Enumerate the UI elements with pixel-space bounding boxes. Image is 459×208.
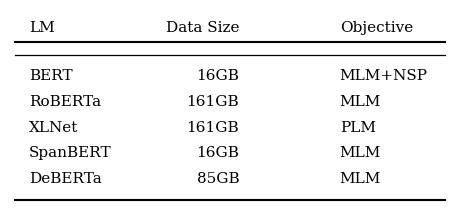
Text: SpanBERT: SpanBERT (29, 146, 111, 160)
Text: PLM: PLM (339, 121, 375, 135)
Text: MLM+NSP: MLM+NSP (339, 69, 427, 83)
Text: MLM: MLM (339, 172, 380, 186)
Text: 16GB: 16GB (196, 146, 239, 160)
Text: 16GB: 16GB (196, 69, 239, 83)
Text: MLM: MLM (339, 146, 380, 160)
Text: DeBERTa: DeBERTa (29, 172, 101, 186)
Text: BERT: BERT (29, 69, 72, 83)
Text: 161GB: 161GB (186, 121, 239, 135)
Text: LM: LM (29, 21, 55, 35)
Text: 85GB: 85GB (196, 172, 239, 186)
Text: MLM: MLM (339, 95, 380, 109)
Text: XLNet: XLNet (29, 121, 78, 135)
Text: RoBERTa: RoBERTa (29, 95, 101, 109)
Text: Objective: Objective (339, 21, 412, 35)
Text: Data Size: Data Size (165, 21, 239, 35)
Text: 161GB: 161GB (186, 95, 239, 109)
